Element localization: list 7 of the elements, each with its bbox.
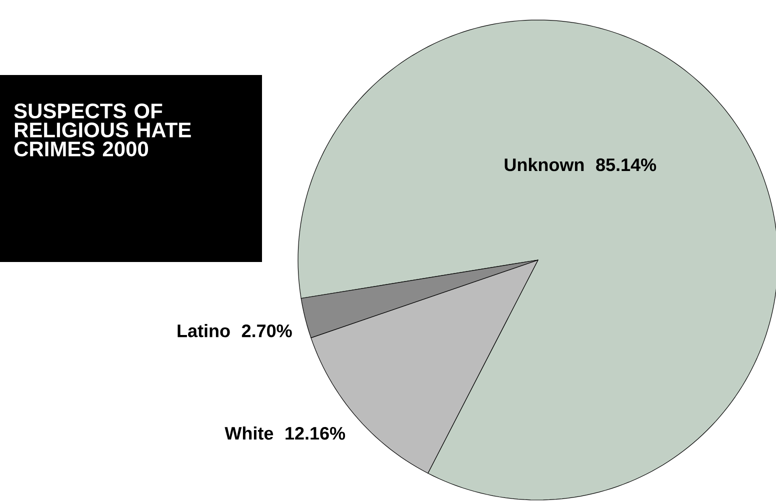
slice-label: Latino [178, 324, 230, 338]
data-label: 12.16% [286, 426, 346, 440]
data-label: 2.70% [242, 324, 292, 338]
slice-label: White [224, 426, 274, 440]
data-label: 85.14% [596, 158, 656, 172]
slice-label: Unknown [504, 158, 584, 172]
text: SUSPECTS OF RELIGIOUS HATE CRIMES 2000 [14, 104, 191, 156]
